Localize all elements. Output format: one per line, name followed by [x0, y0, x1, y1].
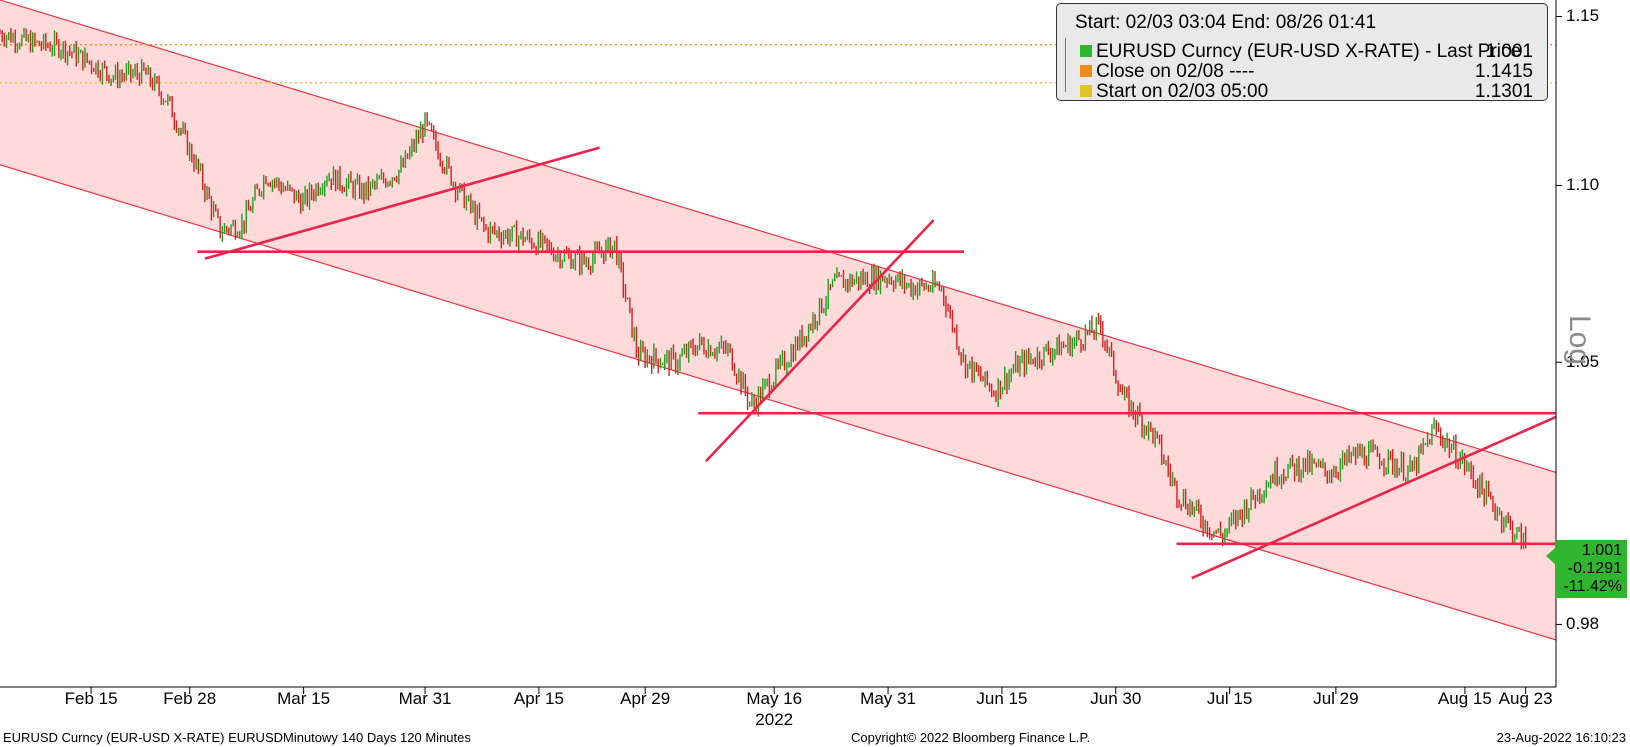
- badge-change: -0.1291: [1567, 560, 1622, 577]
- footer-timestamp: 23-Aug-2022 16:10:23: [1496, 730, 1626, 745]
- legend-row-label: EURUSD Curncy (EUR-USD X-RATE) - Last Pr…: [1096, 41, 1522, 62]
- last-price-badge: 1.001 -0.1291 -11.42%: [1546, 540, 1627, 598]
- y-tick-label: 1.15: [1566, 6, 1600, 26]
- x-tick-label: Feb 28: [163, 689, 217, 708]
- badge-price: 1.001: [1581, 542, 1622, 559]
- x-tick-label: Jun 30: [1090, 689, 1142, 708]
- trend-line-2: [704, 219, 935, 463]
- x-tick-label: Jul 29: [1313, 689, 1359, 708]
- legend-row-close[interactable]: Close on 02/08 ---- 1.1415: [1077, 62, 1533, 82]
- x-tick-label: Aug 23: [1498, 689, 1553, 708]
- x-tick-label: May 31: [860, 689, 916, 708]
- legend-row-value: 1.001: [1485, 41, 1533, 62]
- x-tick-label: Feb 15: [64, 689, 118, 708]
- y-tick-label: 1.10: [1566, 175, 1600, 195]
- price-series: [0, 27, 1527, 550]
- legend-row-label: Start on 02/03 05:00: [1096, 81, 1269, 102]
- legend-row-value: 1.1415: [1474, 61, 1533, 82]
- year-label: 2022: [755, 710, 794, 729]
- footer-copyright: Copyright© 2022 Bloomberg Finance L.P.: [851, 730, 1091, 745]
- yellow-swatch-icon: [1080, 85, 1092, 97]
- channel-fill: [0, 0, 1556, 640]
- legend-row-label: Close on 02/08 ----: [1096, 61, 1255, 82]
- legend-row-value: 1.1301: [1474, 81, 1533, 102]
- legend-row-start[interactable]: Start on 02/03 05:00 1.1301: [1077, 82, 1533, 102]
- x-tick-label: Aug 15: [1437, 689, 1492, 708]
- log-scale-label: Log: [1563, 315, 1596, 366]
- orange-swatch-icon: [1080, 65, 1092, 77]
- x-tick-label: Mar 15: [277, 689, 331, 708]
- x-tick-label: Jun 15: [976, 689, 1028, 708]
- trend-lines: [197, 146, 1557, 580]
- x-tick-label: Apr 29: [620, 689, 671, 708]
- x-tick-label: May 16: [746, 689, 803, 708]
- legend-box: Start: 02/03 03:04 End: 08/26 01:41 EURU…: [1056, 3, 1548, 102]
- legend-row-last-price[interactable]: EURUSD Curncy (EUR-USD X-RATE) - Last Pr…: [1077, 42, 1533, 62]
- x-tick-label: Apr 15: [513, 689, 564, 708]
- footer-security-info: EURUSD Curncy (EUR-USD X-RATE) EURUSDMin…: [3, 730, 471, 745]
- y-tick-label: 1.05: [1566, 352, 1600, 372]
- trend-line-1: [204, 146, 600, 260]
- green-swatch-icon: [1080, 45, 1092, 57]
- trend-line-3: [1191, 415, 1557, 580]
- x-tick-label: Jul 15: [1206, 689, 1253, 708]
- legend-tree-lines: [1065, 38, 1077, 92]
- channel-upper-line: [0, 0, 1557, 473]
- badge-percent: -11.42%: [1563, 578, 1622, 595]
- x-tick-label: Mar 31: [398, 689, 452, 708]
- legend-header: Start: 02/03 03:04 End: 08/26 01:41: [1075, 12, 1377, 33]
- y-tick-label: 0.98: [1566, 614, 1600, 634]
